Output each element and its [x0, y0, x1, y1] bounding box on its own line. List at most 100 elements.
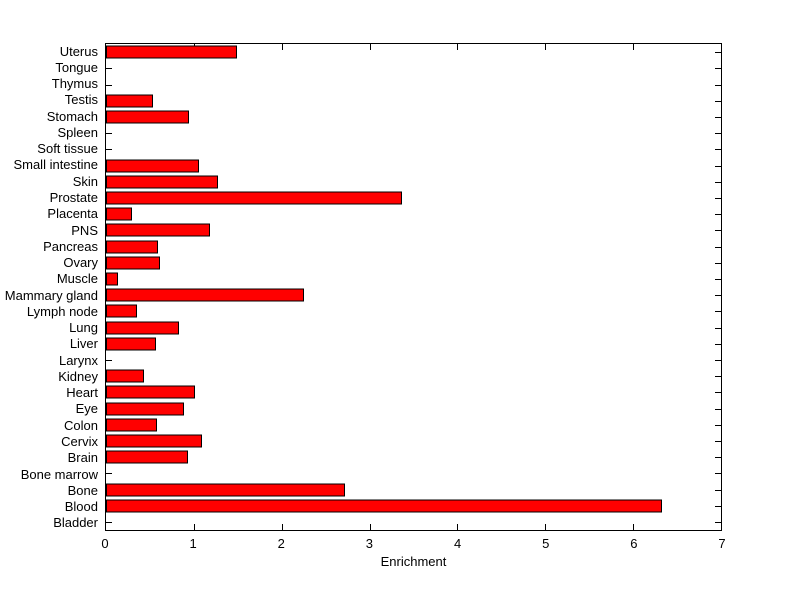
y-tick-label-colon: Colon — [64, 417, 98, 433]
x-tick-mark-top — [545, 44, 547, 50]
y-tick-mark-right — [715, 52, 721, 54]
x-tick-label-5: 5 — [542, 536, 550, 551]
x-axis-title: Enrichment — [380, 554, 447, 569]
x-tick-mark-bottom — [281, 524, 283, 530]
bar-lung — [106, 321, 179, 335]
y-tick-label-ovary: Ovary — [63, 255, 98, 271]
x-tick-label-0: 0 — [101, 536, 109, 551]
bar-row-placenta — [106, 206, 721, 222]
y-tick-mark-right — [715, 457, 721, 459]
y-tick-label-testis: Testis — [64, 92, 98, 108]
bar-mammary-gland — [106, 288, 304, 302]
bar-skin — [106, 175, 218, 189]
bar-row-lung — [106, 319, 721, 335]
y-tick-mark-right — [715, 505, 721, 507]
bar-cervix — [106, 434, 202, 448]
x-tick-mark-bottom — [369, 524, 371, 530]
bar-row-liver — [106, 336, 721, 352]
y-tick-mark-right — [715, 489, 721, 491]
y-tick-label-eye: Eye — [75, 401, 98, 417]
bar-row-skin — [106, 174, 721, 190]
y-tick-mark-right — [715, 181, 721, 183]
y-tick-label-uterus: Uterus — [59, 43, 98, 59]
bar-row-tongue — [106, 60, 721, 76]
y-tick-mark-right — [715, 246, 721, 248]
y-axis-labels: Uterus Tongue Thymus Testis Stomach Spleen Sof… — [0, 43, 105, 531]
bar-row-brain — [106, 449, 721, 465]
y-tick-label-kidney: Kidney — [58, 368, 98, 384]
y-tick-label-cervix: Cervix — [61, 434, 98, 449]
y-tick-mark-right — [715, 197, 721, 199]
y-tick-mark-right — [715, 521, 721, 523]
x-axis-tick-labels: 0 1 2 3 4 5 6 7 — [101, 536, 726, 551]
bar-blood — [106, 499, 663, 513]
y-tick-label-bladder: Bladder — [53, 515, 98, 531]
y-tick-mark-right — [715, 116, 721, 118]
bar-row-muscle — [106, 271, 721, 287]
x-tick-label-1: 1 — [189, 536, 197, 551]
bar-testis — [106, 94, 154, 108]
bar-pns — [106, 223, 210, 237]
bar-row-colon — [106, 417, 721, 433]
y-tick-mark-right — [715, 149, 721, 151]
y-tick-label-liver: Liver — [69, 336, 98, 352]
y-tick-label-skin: Skin — [72, 173, 98, 189]
bar-pancreas — [106, 240, 158, 254]
y-tick-label-lymph-node: Lymph node — [26, 303, 98, 319]
bar-rows-container — [106, 44, 721, 530]
bar-row-ovary — [106, 255, 721, 271]
x-tick-label-7: 7 — [718, 536, 726, 551]
bar-row-pancreas — [106, 238, 721, 254]
y-tick-label-bone-marrow: Bone marrow — [20, 466, 98, 482]
x-tick-label-3: 3 — [365, 536, 374, 551]
bar-row-stomach — [106, 109, 721, 125]
bar-kidney — [106, 369, 144, 383]
bar-muscle — [106, 272, 119, 286]
bar-row-small-intestine — [106, 157, 721, 173]
y-tick-mark-left — [106, 359, 112, 361]
y-tick-label-soft-tissue: Soft tissue — [37, 141, 98, 157]
y-tick-label-lung: Lung — [69, 320, 98, 336]
y-tick-mark-right — [715, 343, 721, 345]
y-tick-label-stomach: Stomach — [46, 108, 98, 124]
y-tick-mark-right — [715, 440, 721, 442]
y-tick-label-bone: Bone — [67, 482, 98, 498]
y-tick-label-tongue: Tongue — [55, 59, 98, 75]
bar-row-bone — [106, 481, 721, 497]
bar-row-bladder — [106, 514, 721, 530]
y-tick-label-blood: Blood — [64, 499, 98, 515]
bar-row-uterus — [106, 44, 721, 60]
x-tick-mark-bottom — [193, 524, 195, 530]
y-tick-mark-left — [106, 133, 112, 135]
y-tick-label-mammary-gland: Mammary gland — [4, 287, 98, 303]
y-tick-mark-left — [106, 473, 112, 475]
bar-row-kidney — [106, 368, 721, 384]
bar-row-heart — [106, 384, 721, 400]
bar-small-intestine — [106, 159, 200, 173]
y-tick-label-muscle: Muscle — [56, 271, 98, 287]
y-tick-label-prostate: Prostate — [49, 190, 98, 206]
bar-bone — [106, 483, 345, 497]
bar-row-lymph-node — [106, 303, 721, 319]
y-tick-mark-right — [715, 376, 721, 378]
y-tick-mark-right — [715, 424, 721, 426]
y-tick-mark-right — [715, 392, 721, 394]
bar-row-testis — [106, 93, 721, 109]
bar-eye — [106, 402, 185, 416]
y-tick-label-thymus: Thymus — [51, 76, 98, 92]
bar-row-thymus — [106, 76, 721, 92]
y-tick-label-heart: Heart — [66, 385, 98, 401]
x-tick-label-6: 6 — [630, 536, 638, 551]
x-tick-mark-top — [281, 44, 283, 50]
y-tick-mark-right — [715, 214, 721, 216]
x-tick-mark-top — [369, 44, 371, 50]
bar-row-eye — [106, 400, 721, 416]
y-tick-mark-right — [715, 327, 721, 329]
y-tick-mark-right — [715, 473, 721, 475]
y-tick-label-larynx: Larynx — [58, 352, 98, 368]
bar-ovary — [106, 256, 161, 270]
bar-lymph-node — [106, 304, 137, 318]
bar-row-cervix — [106, 433, 721, 449]
bar-heart — [106, 385, 195, 399]
